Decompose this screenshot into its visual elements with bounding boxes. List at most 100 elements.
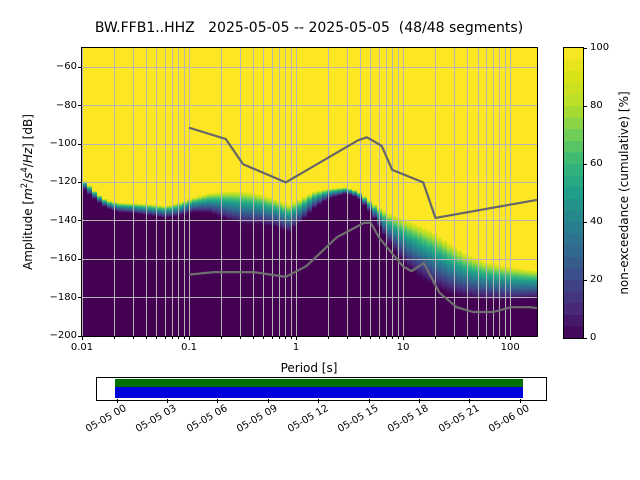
- x-minor-tick: [178, 336, 180, 339]
- timeline-coverage-blue-bar: [115, 387, 523, 398]
- timeline-tick: [368, 399, 370, 403]
- timeline-tick-label: 05-06 00: [487, 403, 532, 436]
- y-gridline: [82, 335, 537, 336]
- x-gridline: [271, 48, 273, 336]
- timeline-coverage-green-bar: [115, 379, 523, 387]
- y-axis-label-part: s: [21, 172, 35, 179]
- ppsd-column: [116, 48, 123, 336]
- x-minor-tick: [285, 336, 287, 339]
- x-minor-tick: [386, 336, 388, 339]
- x-major-tick: [81, 336, 83, 340]
- ppsd-column: [401, 48, 408, 336]
- ppsd-column: [346, 48, 353, 336]
- x-minor-tick: [467, 336, 469, 339]
- timeline-tick-label: 05-05 12: [285, 403, 331, 436]
- x-major-tick: [188, 336, 190, 340]
- ppsd-column: [136, 48, 143, 336]
- ppsd-column: [396, 48, 403, 336]
- y-axis-label: Amplitude [m2/s4/Hz] [dB]: [19, 114, 35, 270]
- ppsd-plot-area: [81, 47, 538, 337]
- x-minor-tick: [378, 336, 380, 339]
- x-major-tick: [402, 336, 404, 340]
- x-gridline: [183, 48, 185, 336]
- timeline-tick-label: 05-05 06: [184, 403, 230, 436]
- x-gridline: [434, 48, 436, 336]
- ppsd-column: [171, 48, 178, 336]
- colorbar-tick-label: 40: [590, 216, 603, 227]
- x-gridline: [253, 48, 254, 336]
- colorbar-tick: [583, 47, 587, 49]
- y-gridline: [82, 181, 537, 183]
- timeline-tick: [166, 399, 168, 403]
- ppsd-column: [411, 48, 418, 336]
- x-minor-tick: [346, 336, 348, 339]
- x-minor-tick: [397, 336, 399, 339]
- timeline-tick-label: 05-05 15: [336, 403, 381, 436]
- colorbar-tick-label: 0: [590, 332, 597, 343]
- ppsd-column: [336, 48, 343, 336]
- ppsd-column: [271, 48, 278, 336]
- x-tick-label: 0.01: [70, 342, 94, 353]
- ppsd-heatmap-columns: [82, 48, 537, 336]
- ppsd-column: [456, 48, 463, 336]
- x-minor-tick: [327, 336, 329, 339]
- ppsd-column: [226, 48, 233, 336]
- ppsd-column: [381, 48, 388, 336]
- x-gridline: [295, 48, 297, 336]
- ppsd-column: [341, 48, 348, 336]
- ppsd-column: [416, 48, 423, 336]
- y-axis-label-part: Amplitude [: [21, 199, 35, 270]
- timeline-tick: [116, 399, 118, 403]
- y-tick-label: −160: [49, 253, 77, 265]
- x-minor-tick: [183, 336, 185, 339]
- colorbar-tick: [583, 163, 587, 165]
- ppsd-column: [176, 48, 183, 336]
- x-gridline: [392, 48, 394, 336]
- x-gridline: [493, 48, 495, 336]
- ppsd-column: [296, 48, 303, 336]
- y-axis-label-part: 4: [19, 167, 29, 173]
- x-gridline: [188, 48, 190, 336]
- y-tick-label: −200: [49, 330, 77, 341]
- timeline-tick: [469, 399, 471, 403]
- ppsd-column: [421, 48, 428, 336]
- ppsd-column: [366, 48, 373, 336]
- x-minor-tick: [239, 336, 241, 339]
- x-gridline: [467, 48, 469, 336]
- x-minor-tick: [370, 336, 372, 339]
- x-gridline: [178, 48, 180, 336]
- ppsd-column: [86, 48, 93, 336]
- x-minor-tick: [220, 336, 222, 339]
- ppsd-column: [106, 48, 113, 336]
- x-minor-tick: [271, 336, 273, 339]
- ppsd-column: [141, 48, 148, 336]
- y-axis-label-part: Hz: [21, 147, 35, 164]
- x-gridline: [509, 48, 511, 336]
- x-gridline: [263, 48, 265, 336]
- ppsd-column: [286, 48, 293, 336]
- x-minor-tick: [171, 336, 173, 339]
- y-major-tick: [78, 66, 82, 68]
- ppsd-column: [426, 48, 433, 336]
- ppsd-column: [146, 48, 153, 336]
- ppsd-column: [82, 48, 88, 336]
- x-tick-label: 0.1: [181, 342, 197, 353]
- ppsd-column: [516, 48, 523, 336]
- x-gridline: [485, 48, 487, 336]
- x-gridline: [279, 48, 280, 336]
- ppsd-column: [331, 48, 338, 336]
- colorbar-tick-label: 100: [590, 42, 610, 53]
- plot-title: BW.FFB1..HHZ 2025-05-05 -- 2025-05-05 (4…: [94, 20, 524, 36]
- x-gridline: [477, 48, 479, 336]
- y-major-tick: [78, 220, 82, 222]
- y-axis-label-part: /: [21, 163, 35, 168]
- colorbar-tick: [583, 105, 587, 107]
- y-major-tick: [78, 297, 82, 299]
- ppsd-column: [436, 48, 443, 336]
- x-minor-tick: [164, 336, 166, 339]
- ppsd-column: [491, 48, 498, 336]
- y-axis-label-part: m: [21, 188, 35, 200]
- ppsd-column: [216, 48, 223, 336]
- x-tick-label: 1: [292, 342, 300, 353]
